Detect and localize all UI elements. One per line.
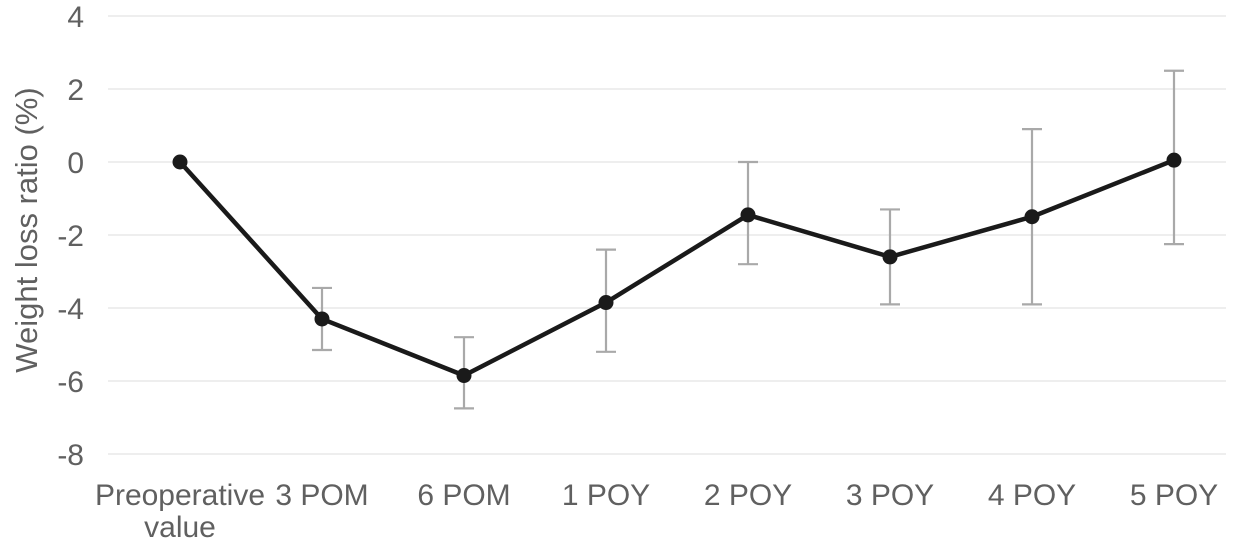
x-category-label: Preoperative value	[95, 479, 265, 544]
y-tick-label: -6	[57, 366, 84, 399]
y-tick-label: -8	[57, 439, 84, 472]
y-tick-label: 2	[67, 74, 84, 107]
data-point-marker	[1024, 209, 1040, 225]
y-axis-tick-labels: 4 2 0 -2 -4 -6 -8	[57, 1, 84, 472]
data-point-marker	[882, 249, 898, 265]
data-point-marker	[1166, 152, 1182, 168]
gridlines	[108, 15, 1226, 455]
data-point-marker	[740, 207, 756, 223]
x-category-label: 2 POY	[704, 479, 792, 512]
data-point-marker	[172, 154, 188, 170]
x-axis-labels: Preoperative value 3 POM 6 POM 1 POY 2 POY 3 P…	[95, 479, 1218, 544]
y-tick-label: -4	[57, 293, 84, 326]
x-category-label: 3 POY	[846, 479, 934, 512]
data-point-marker	[598, 295, 614, 311]
data-point-marker	[314, 311, 330, 327]
x-category-label: 3 POM	[275, 479, 368, 512]
error-bars	[312, 69, 1184, 410]
y-axis-title: Weight loss ratio (%)	[9, 87, 44, 372]
y-tick-label: 4	[67, 1, 84, 34]
x-category-label: 5 POY	[1130, 479, 1218, 512]
x-category-label: 1 POY	[562, 479, 650, 512]
data-point-markers	[172, 152, 1182, 384]
y-tick-label: -2	[57, 220, 84, 253]
data-point-marker	[456, 368, 472, 384]
x-category-label: 4 POY	[988, 479, 1076, 512]
x-category-label: 6 POM	[417, 479, 510, 512]
series-line	[177, 157, 1177, 378]
y-tick-label: 0	[67, 147, 84, 180]
